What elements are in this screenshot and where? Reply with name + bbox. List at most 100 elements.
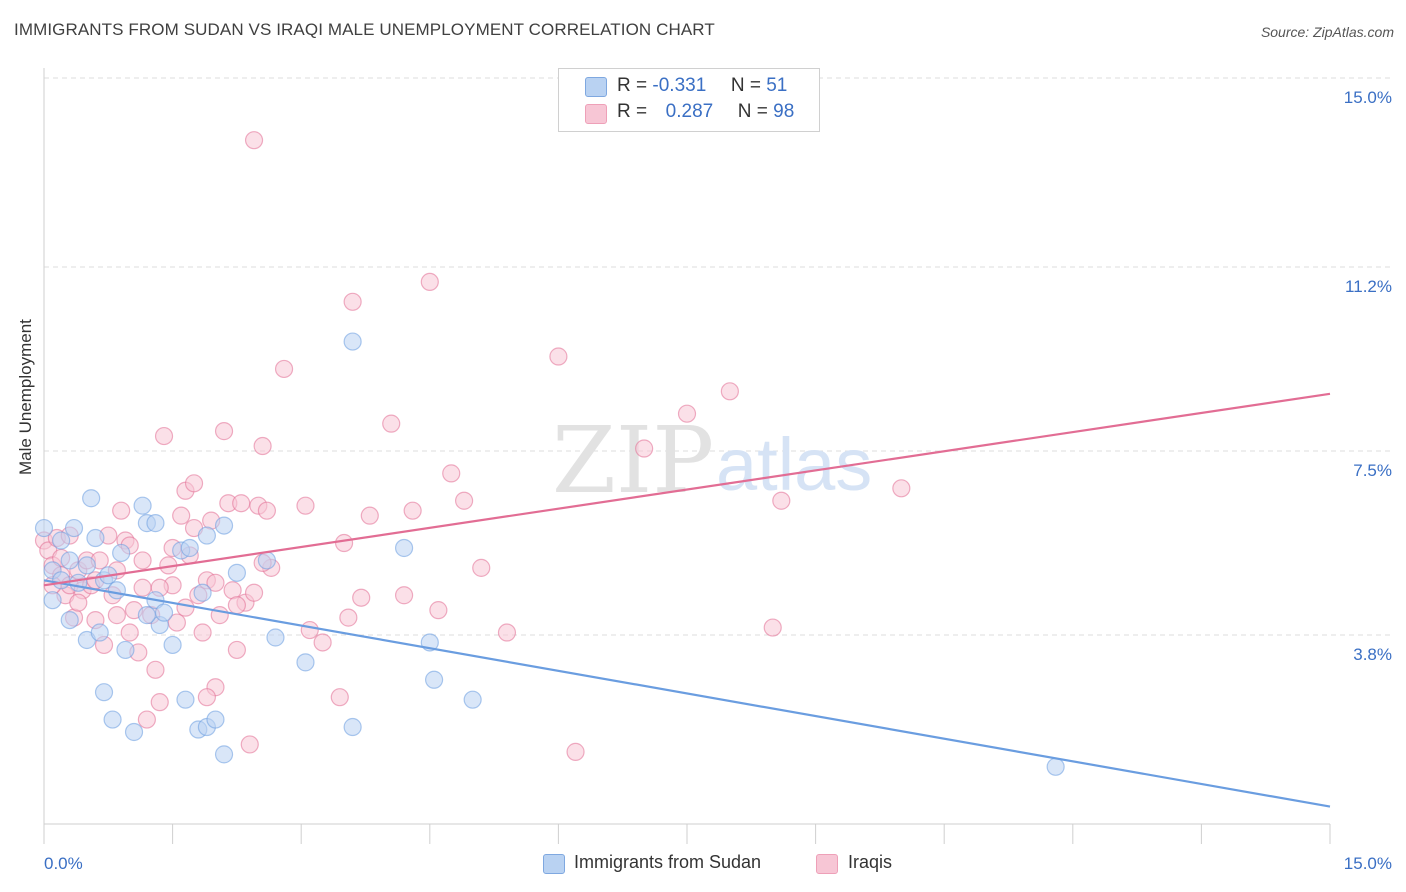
- iraqis-point: [274, 359, 294, 379]
- iraqis-point: [352, 588, 371, 607]
- iraqis-point: [137, 710, 156, 729]
- iraqis-point: [227, 596, 246, 615]
- iraqis-point: [313, 633, 332, 652]
- iraqis-point: [150, 693, 169, 712]
- sudan-point: [1046, 757, 1065, 776]
- sudan-point: [103, 710, 122, 729]
- watermark-atlas: atlas: [716, 423, 872, 506]
- sudan-point: [394, 538, 414, 558]
- sudan-point: [64, 518, 84, 538]
- iraqis-point: [635, 439, 654, 458]
- iraqis-point: [154, 426, 174, 446]
- trend-lines: [43, 392, 1331, 808]
- sudan-point: [137, 606, 156, 625]
- sudan-point: [52, 531, 71, 550]
- sudan-point: [214, 745, 234, 764]
- iraqis-point: [339, 608, 358, 627]
- iraqis-point: [420, 272, 439, 292]
- legend-n-label: N =: [737, 101, 768, 122]
- bottom-legend-iraqis: Iraqis: [848, 852, 893, 872]
- iraqis-point: [172, 506, 191, 525]
- sudan-point: [197, 526, 216, 545]
- watermark-zip: ZIP: [552, 407, 714, 514]
- iraqis-point: [360, 506, 379, 525]
- legend-r-label: R =: [617, 75, 648, 96]
- iraqis-point: [892, 479, 911, 498]
- sudan-point: [133, 496, 152, 515]
- sudan-point: [193, 583, 212, 602]
- sudan-point: [124, 722, 144, 742]
- x-tick-label-max: 15.0%: [1344, 854, 1392, 873]
- iraqis-point: [240, 735, 259, 754]
- iraqis-point: [197, 688, 216, 707]
- iraqis-point: [549, 347, 568, 366]
- sudan-point: [296, 653, 315, 672]
- sudan-point: [206, 710, 225, 729]
- sudan-point: [176, 690, 195, 709]
- iraqis-point: [244, 583, 264, 602]
- legend-r-value-sudan: -0.331: [652, 75, 707, 96]
- iraqis-point: [566, 742, 585, 761]
- iraqis-point: [244, 131, 264, 150]
- legend-row-iraqis: R = 0.287 N = 98: [617, 101, 794, 127]
- sudan-point: [86, 528, 105, 548]
- legend-r-value-iraqis: 0.287: [665, 101, 714, 122]
- sudan-point: [227, 563, 246, 582]
- legend-n-value-iraqis: 98: [773, 101, 795, 122]
- chart-title: IMMIGRANTS FROM SUDAN VS IRAQI MALE UNEM…: [14, 20, 715, 39]
- sudan-point: [343, 332, 362, 351]
- axes: [43, 68, 1331, 844]
- iraqis-point: [120, 623, 139, 642]
- y-tick-label: 3.8%: [1353, 645, 1392, 664]
- sudan-point: [60, 610, 79, 630]
- legend-n-label: N =: [730, 75, 761, 96]
- y-tick-label: 7.5%: [1353, 461, 1392, 480]
- y-tick-label: 15.0%: [1344, 88, 1392, 107]
- legend-n-value-sudan: 51: [766, 75, 788, 96]
- iraqis-points: [34, 131, 911, 761]
- iraqis-point: [763, 618, 782, 637]
- iraqis-point: [429, 601, 448, 620]
- iraqis-point: [146, 660, 165, 679]
- y-tick-label: 11.2%: [1345, 277, 1392, 296]
- sudan-point: [266, 628, 285, 647]
- x-tick-label-min: 0.0%: [44, 854, 83, 873]
- iraqis-point: [133, 578, 152, 597]
- sudan-point: [34, 518, 54, 538]
- iraqis-point: [193, 623, 212, 642]
- sudan-point: [82, 489, 101, 508]
- sudan-point: [94, 683, 114, 702]
- x-tick-labels: 0.0% 15.0%: [44, 854, 1392, 873]
- iraqis-point: [176, 598, 195, 617]
- sudan-point: [107, 581, 126, 600]
- iraqis-point: [497, 623, 517, 642]
- iraqis-point: [472, 558, 491, 577]
- sudan-point: [90, 623, 109, 642]
- grid-lines: [44, 77, 1392, 636]
- iraqis-point: [343, 292, 362, 311]
- iraqis-point: [184, 474, 204, 493]
- bottom-legend-swatch-sudan: [543, 854, 565, 874]
- sudan-point: [180, 538, 199, 558]
- iraqis-point: [133, 551, 152, 570]
- sudan-point: [163, 635, 182, 655]
- iraqis-point: [442, 464, 461, 483]
- iraqis-trend-line: [43, 392, 1331, 587]
- bottom-legend-swatch-iraqis: [816, 854, 838, 874]
- sudan-point: [43, 591, 62, 610]
- iraqis-point: [206, 573, 225, 592]
- legend-swatch-sudan: [585, 77, 607, 97]
- sudan-point: [424, 670, 444, 689]
- sudan-point: [77, 556, 96, 575]
- sudan-point: [60, 551, 79, 570]
- iraqis-point: [394, 586, 414, 605]
- watermark: ZIP atlas: [552, 407, 872, 514]
- iraqis-point: [677, 404, 697, 423]
- sudan-point: [463, 690, 482, 709]
- bottom-legend-sudan: Immigrants from Sudan: [574, 852, 762, 872]
- iraqis-point: [69, 593, 88, 612]
- iraqis-point: [214, 422, 234, 441]
- sudan-point: [154, 603, 174, 622]
- iraqis-point: [330, 688, 349, 707]
